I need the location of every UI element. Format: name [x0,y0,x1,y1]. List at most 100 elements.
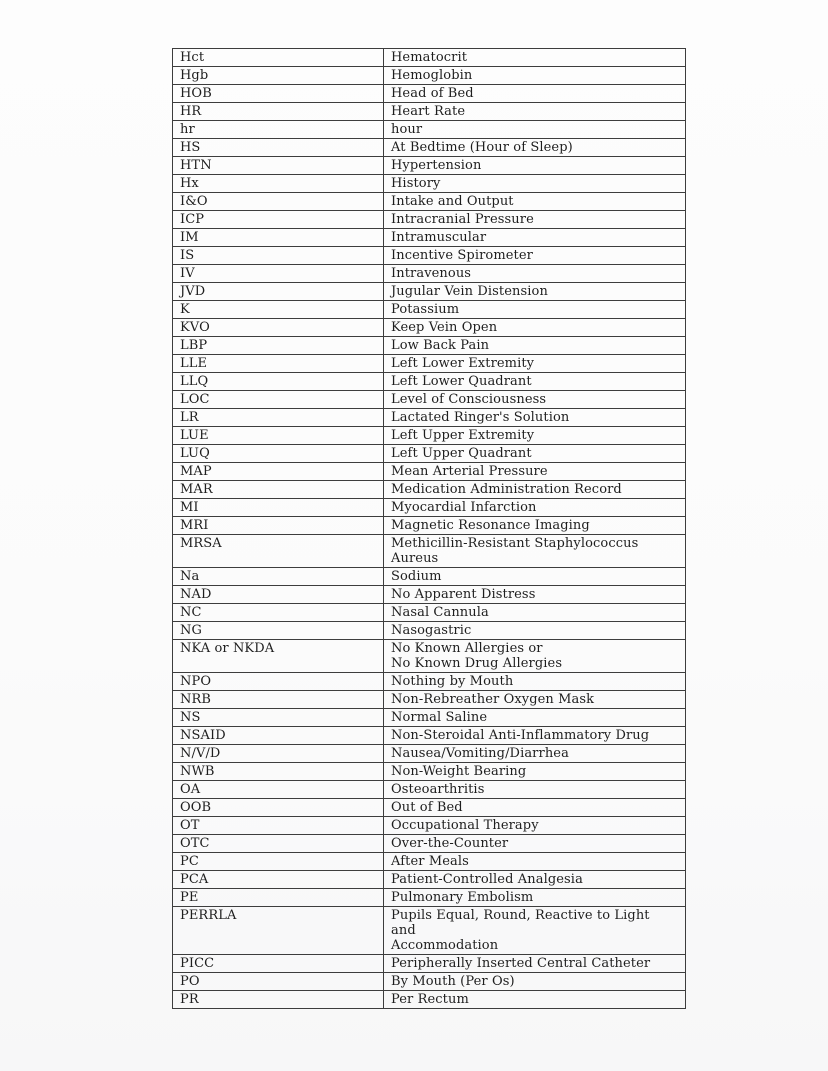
table-row: HTN Hypertension [172,156,686,175]
abbreviation-cell: OOB [172,798,384,817]
abbreviation-cell: NAD [172,585,384,604]
meaning-cell: Hypertension [383,156,686,175]
table-row: MRI Magnetic Resonance Imaging [172,516,686,535]
meaning-cell: Myocardial Infarction [383,498,686,517]
abbreviation-cell: OA [172,780,384,799]
table-row: Hx History [172,174,686,193]
abbreviation-cell: HTN [172,156,384,175]
table-row: K Potassium [172,300,686,319]
table-row: OOB Out of Bed [172,798,686,817]
table-row: MAP Mean Arterial Pressure [172,462,686,481]
table-row: NAD No Apparent Distress [172,585,686,604]
abbreviation-cell: LOC [172,390,384,409]
abbreviation-cell: Hx [172,174,384,193]
meaning-cell: Intake and Output [383,192,686,211]
abbreviation-cell: IS [172,246,384,265]
abbreviation-cell: NSAID [172,726,384,745]
meaning-cell: Nothing by Mouth [383,672,686,691]
table-row: IV Intravenous [172,264,686,283]
table-row: HS At Bedtime (Hour of Sleep) [172,138,686,157]
abbreviation-cell: NKA or NKDA [172,639,384,673]
abbreviation-cell: ICP [172,210,384,229]
abbreviation-cell: MRSA [172,534,384,568]
table-row: NKA or NKDA No Known Allergies or No Kno… [172,639,686,673]
abbreviation-cell: IM [172,228,384,247]
meaning-cell: Occupational Therapy [383,816,686,835]
meaning-cell: Methicillin-Resistant Staphylococcus Aur… [383,534,686,568]
table-row: KVO Keep Vein Open [172,318,686,337]
table-row: NS Normal Saline [172,708,686,727]
table-row: OTC Over-the-Counter [172,834,686,853]
table-row: LLE Left Lower Extremity [172,354,686,373]
abbreviation-table: Hct Hematocrit Hgb Hemoglobin HOB Head o… [172,48,686,1009]
table-row: PCA Patient-Controlled Analgesia [172,870,686,889]
meaning-cell: Jugular Vein Distension [383,282,686,301]
table-row: MAR Medication Administration Record [172,480,686,499]
abbreviation-cell: NPO [172,672,384,691]
table-row: LUQ Left Upper Quadrant [172,444,686,463]
table-row: NPO Nothing by Mouth [172,672,686,691]
meaning-cell: Magnetic Resonance Imaging [383,516,686,535]
table-row: LLQ Left Lower Quadrant [172,372,686,391]
meaning-cell: Normal Saline [383,708,686,727]
table-row: MI Myocardial Infarction [172,498,686,517]
abbreviation-cell: HR [172,102,384,121]
meaning-cell: Nasogastric [383,621,686,640]
meaning-cell: Medication Administration Record [383,480,686,499]
meaning-cell: Peripherally Inserted Central Catheter [383,954,686,973]
table-row: LUE Left Upper Extremity [172,426,686,445]
meaning-cell: Lactated Ringer's Solution [383,408,686,427]
abbreviation-cell: KVO [172,318,384,337]
meaning-cell: No Known Allergies or No Known Drug Alle… [383,639,686,673]
abbreviation-cell: N/V/D [172,744,384,763]
table-row: OA Osteoarthritis [172,780,686,799]
abbreviation-cell: LUQ [172,444,384,463]
abbreviation-cell: OT [172,816,384,835]
table-row: NRB Non-Rebreather Oxygen Mask [172,690,686,709]
abbreviation-cell: LBP [172,336,384,355]
abbreviation-cell: HOB [172,84,384,103]
meaning-cell: Per Rectum [383,990,686,1009]
meaning-cell: Non-Steroidal Anti-Inflammatory Drug [383,726,686,745]
abbreviation-cell: NG [172,621,384,640]
table-row: PERRLA Pupils Equal, Round, Reactive to … [172,906,686,955]
meaning-cell: History [383,174,686,193]
table-row: LBP Low Back Pain [172,336,686,355]
abbreviation-cell: NC [172,603,384,622]
meaning-cell: Intravenous [383,264,686,283]
abbreviation-cell: MAR [172,480,384,499]
abbreviation-cell: PERRLA [172,906,384,955]
meaning-cell: Mean Arterial Pressure [383,462,686,481]
meaning-cell: Sodium [383,567,686,586]
meaning-cell: Over-the-Counter [383,834,686,853]
abbreviation-cell: K [172,300,384,319]
table-row: MRSA Methicillin-Resistant Staphylococcu… [172,534,686,568]
abbreviation-cell: NRB [172,690,384,709]
abbreviation-cell: NS [172,708,384,727]
table-row: PE Pulmonary Embolism [172,888,686,907]
table-row: IM Intramuscular [172,228,686,247]
meaning-cell: Incentive Spirometer [383,246,686,265]
abbreviation-cell: LLE [172,354,384,373]
abbreviation-cell: NWB [172,762,384,781]
meaning-cell: Out of Bed [383,798,686,817]
abbreviation-cell: PICC [172,954,384,973]
meaning-cell: Nasal Cannula [383,603,686,622]
abbreviation-cell: PR [172,990,384,1009]
abbreviation-cell: PO [172,972,384,991]
meaning-cell: Head of Bed [383,84,686,103]
table-row: HR Heart Rate [172,102,686,121]
table-row: hr hour [172,120,686,139]
abbreviation-cell: Hgb [172,66,384,85]
table-row: NWB Non-Weight Bearing [172,762,686,781]
abbreviation-cell: HS [172,138,384,157]
table-row: LOC Level of Consciousness [172,390,686,409]
meaning-cell: Low Back Pain [383,336,686,355]
table-row: Hct Hematocrit [172,48,686,67]
table-row: PO By Mouth (Per Os) [172,972,686,991]
abbreviation-cell: MAP [172,462,384,481]
table-row: PICC Peripherally Inserted Central Cathe… [172,954,686,973]
abbreviation-cell: hr [172,120,384,139]
meaning-cell: Patient-Controlled Analgesia [383,870,686,889]
table-row: HOB Head of Bed [172,84,686,103]
